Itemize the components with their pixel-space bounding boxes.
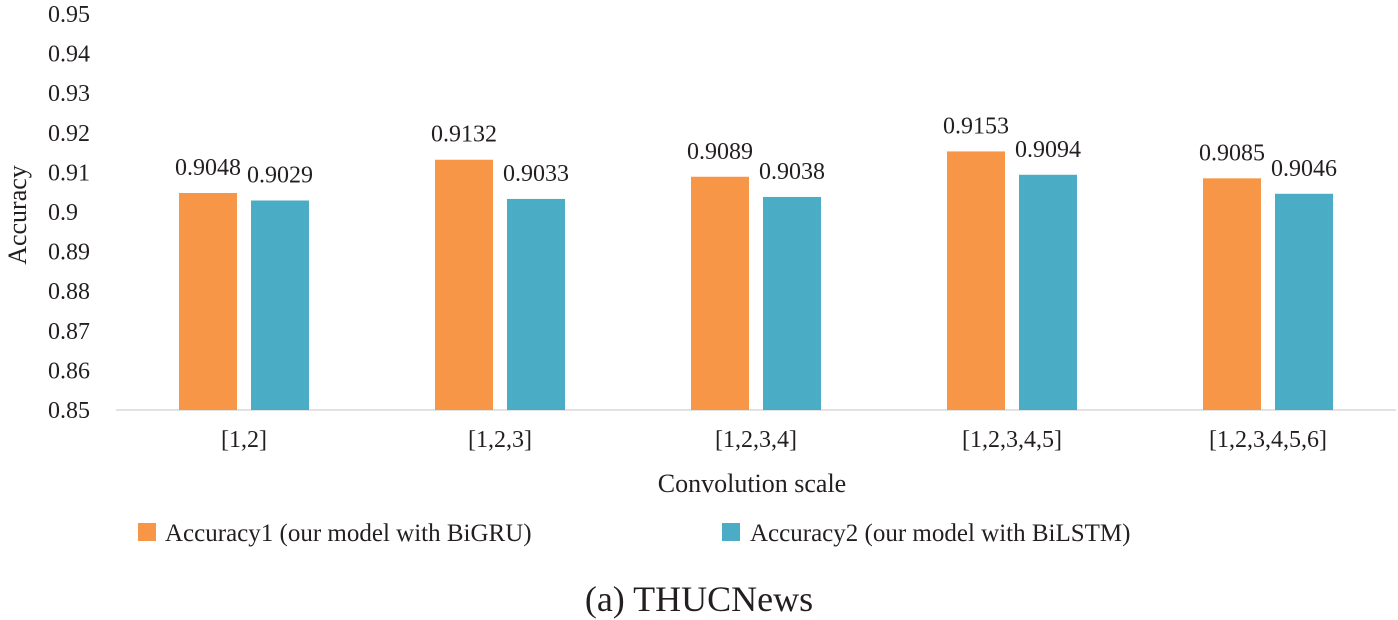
data-label-series2-5: 0.9046: [1271, 156, 1337, 182]
y-tick-label: 0.95: [48, 2, 90, 28]
y-tick-label: 0.85: [48, 398, 90, 424]
y-tick-label: 0.92: [48, 121, 90, 147]
legend-label-accuracy2: Accuracy2 (our model with BiLSTM): [750, 520, 1130, 547]
y-tick-label: 0.87: [48, 319, 90, 345]
data-label-series1-5: 0.9085: [1199, 140, 1265, 166]
data-label-series2-1: 0.9029: [247, 163, 313, 189]
bar-series2-1: [251, 200, 309, 410]
legend-label-accuracy1: Accuracy1 (our model with BiGRU): [165, 520, 532, 547]
data-label-series1-4: 0.9153: [943, 113, 1009, 139]
x-tick-label: [1,2,3,4,5]: [962, 427, 1062, 453]
y-tick-label: 0.88: [48, 279, 90, 305]
x-tick-label: [1,2,3,4]: [715, 427, 797, 453]
bar-series1-5: [1203, 178, 1261, 410]
chart-caption: (a) THUCNews: [585, 579, 813, 619]
y-tick-label: 0.86: [48, 358, 90, 384]
y-tick-label: 0.89: [48, 240, 90, 266]
bar-series2-3: [763, 196, 821, 410]
x-tick-label: [1,2]: [221, 427, 267, 453]
bar-series1-1: [179, 192, 237, 410]
legend-swatch-accuracy2: [722, 523, 740, 541]
bar-series1-2: [435, 159, 493, 410]
bar-series2-5: [1275, 193, 1333, 410]
legend: Accuracy1 (our model with BiGRU) Accurac…: [138, 520, 1130, 547]
x-axis-tick-labels: [1,2] [1,2,3] [1,2,3,4] [1,2,3,4,5] [1,2,3,4…: [221, 427, 1327, 453]
x-tick-label: [1,2,3,4,5,6]: [1209, 427, 1327, 453]
data-label-series2-3: 0.9038: [759, 159, 825, 185]
y-tick-label: 0.91: [48, 160, 90, 186]
data-label-series2-2: 0.9033: [503, 161, 569, 187]
data-label-series2-4: 0.9094: [1015, 137, 1081, 163]
data-label-series1-2: 0.9132: [431, 122, 497, 148]
data-label-series1-1: 0.9048: [175, 155, 241, 181]
bar-series1-4: [947, 151, 1005, 411]
x-tick-label: [1,2,3]: [468, 427, 532, 453]
bar-series1-3: [691, 176, 749, 410]
x-axis-title: Convolution scale: [658, 469, 846, 498]
legend-swatch-accuracy1: [138, 523, 156, 541]
bars: [179, 151, 1333, 411]
y-axis-title: Accuracy: [3, 165, 32, 265]
data-label-series1-3: 0.9089: [687, 139, 753, 165]
y-tick-label: 0.9: [48, 200, 78, 226]
y-tick-label: 0.94: [48, 42, 90, 68]
y-tick-label: 0.93: [48, 81, 90, 107]
bar-series2-2: [507, 198, 565, 410]
y-axis-tick-labels: 0.85 0.86 0.87 0.88 0.89 0.9 0.91 0.92 0.93 0.94 0…: [48, 2, 90, 424]
bar-series2-4: [1019, 174, 1077, 410]
